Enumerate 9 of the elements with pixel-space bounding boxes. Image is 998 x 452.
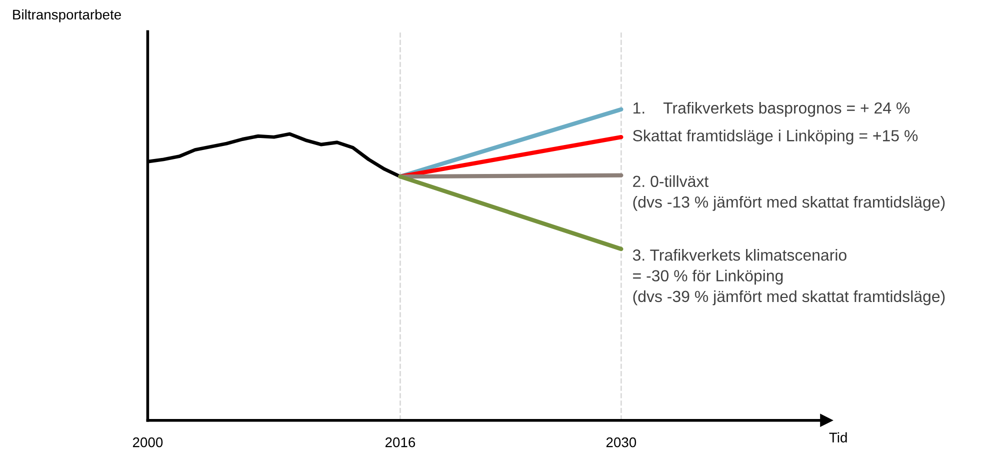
series-label: 3. Trafikverkets klimatscenario = -30 % för Linköping (dvs -39 % jämfört med skattat framtidsläge) <box>632 249 945 306</box>
series-label: 2. 0-tillväxt (dvs -13 % jämfört med skattat framtidsläge) <box>633 175 945 211</box>
series-label: 1. Trafikverkets basprognos = + 24 % <box>634 102 910 117</box>
x-tick-label: 2000 <box>132 437 163 448</box>
x-axis-title: Tid <box>829 432 847 442</box>
text: Biltransportarbete <box>13 9 121 22</box>
x-tick-label: 2016 <box>385 437 416 448</box>
x-tick-label: 2030 <box>606 437 636 448</box>
series-label: Skattat framtidsläge i Linköping = +15 % <box>633 130 918 145</box>
